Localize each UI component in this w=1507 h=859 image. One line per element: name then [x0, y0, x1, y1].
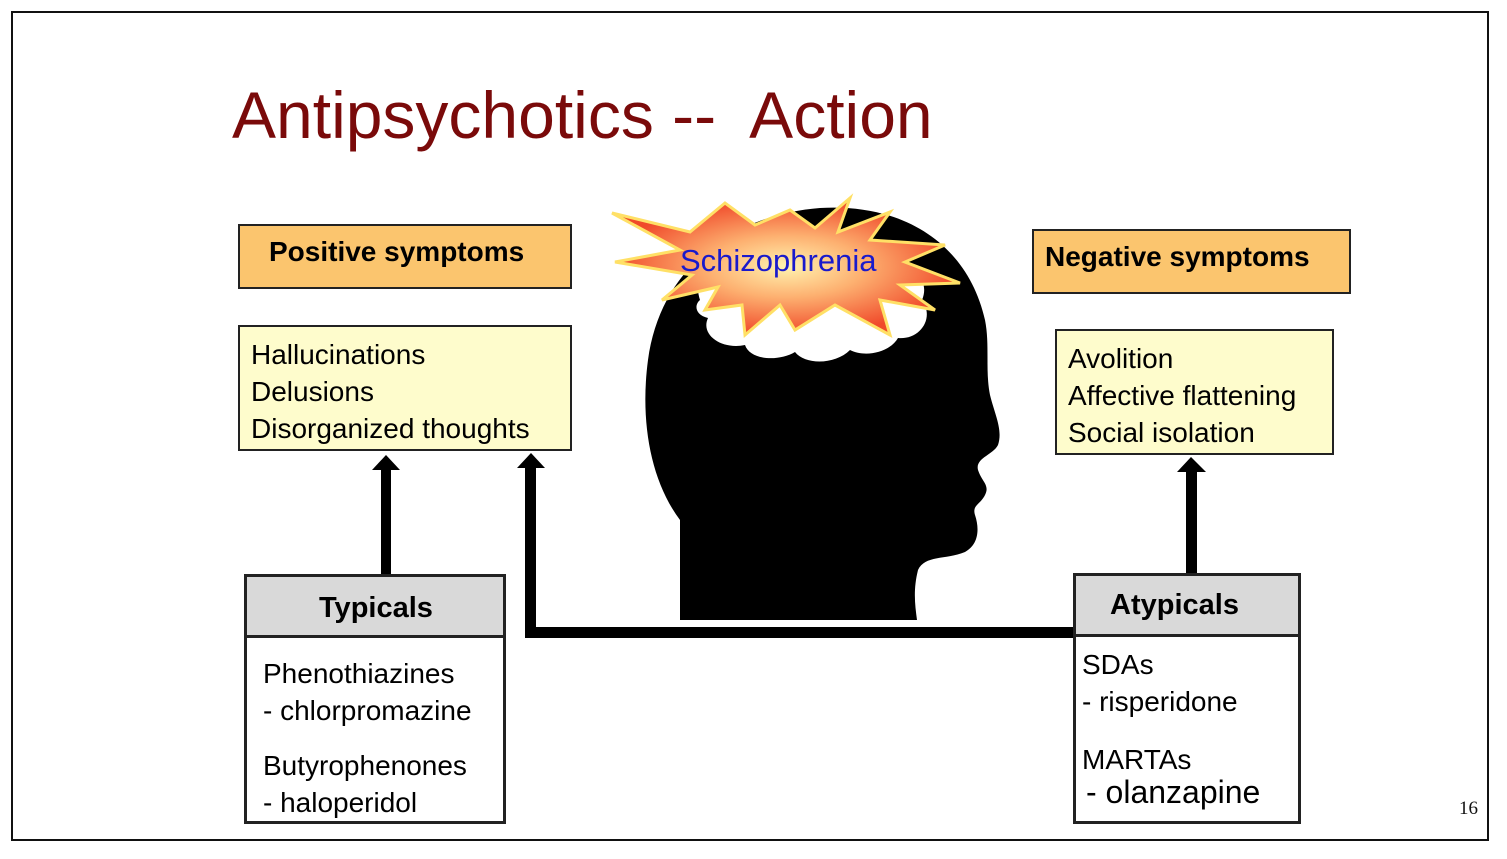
schizophrenia-label: Schizophrenia — [680, 243, 877, 278]
slide-title: Antipsychotics -- Action — [232, 78, 933, 152]
slide-frame — [11, 11, 1489, 841]
positive-symptoms-list: Hallucinations Delusions Disorganized th… — [238, 325, 572, 451]
positive-symptom-item: Disorganized thoughts — [251, 413, 530, 444]
arrow-typicals-shaft — [381, 470, 391, 576]
typicals-header: Typicals — [247, 577, 503, 638]
atypicals-box: Atypicals SDAs - risperidone MARTAs - ol… — [1073, 573, 1301, 824]
negative-symptom-item: Affective flattening — [1068, 380, 1297, 411]
negative-symptom-item: Avolition — [1068, 343, 1174, 374]
negative-symptoms-header-label: Negative symptoms — [1045, 241, 1310, 272]
arrow-atypicals-head — [1177, 457, 1206, 472]
positive-symptom-item: Hallucinations — [251, 339, 426, 370]
negative-symptoms-header: Negative symptoms — [1032, 229, 1351, 294]
atypicals-line: SDAs — [1082, 649, 1154, 680]
negative-symptom-item: Social isolation — [1068, 417, 1255, 448]
burst-shape — [611, 193, 961, 339]
typicals-line: Phenothiazines — [263, 658, 455, 689]
typicals-line: Butyrophenones — [263, 750, 467, 781]
arrow-atypicals-shaft — [1186, 472, 1197, 576]
typicals-line: - haloperidol — [263, 787, 418, 818]
positive-symptoms-header-label: Positive symptoms — [269, 236, 525, 267]
arrow-positive-head — [517, 453, 545, 468]
arrow-typicals-head — [372, 455, 400, 470]
atypicals-line: - risperidone — [1082, 686, 1238, 717]
atypicals-line: MARTAs — [1082, 744, 1192, 775]
typicals-header-label: Typicals — [319, 592, 433, 624]
atypicals-line: - olanzapine — [1086, 774, 1261, 810]
positive-symptoms-header: Positive symptoms — [238, 224, 572, 289]
positive-symptom-item: Delusions — [251, 376, 374, 407]
typicals-line: - chlorpromazine — [263, 695, 472, 726]
connector-atypicals-positive-v — [525, 468, 536, 638]
atypicals-header: Atypicals — [1076, 576, 1298, 637]
atypicals-header-label: Atypicals — [1110, 589, 1239, 621]
connector-atypicals-positive-h — [525, 627, 1076, 638]
typicals-box: Typicals Phenothiazines - chlorpromazine… — [244, 574, 506, 824]
page-number: 16 — [1459, 798, 1478, 819]
negative-symptoms-list: Avolition Affective flattening Social is… — [1055, 329, 1334, 455]
